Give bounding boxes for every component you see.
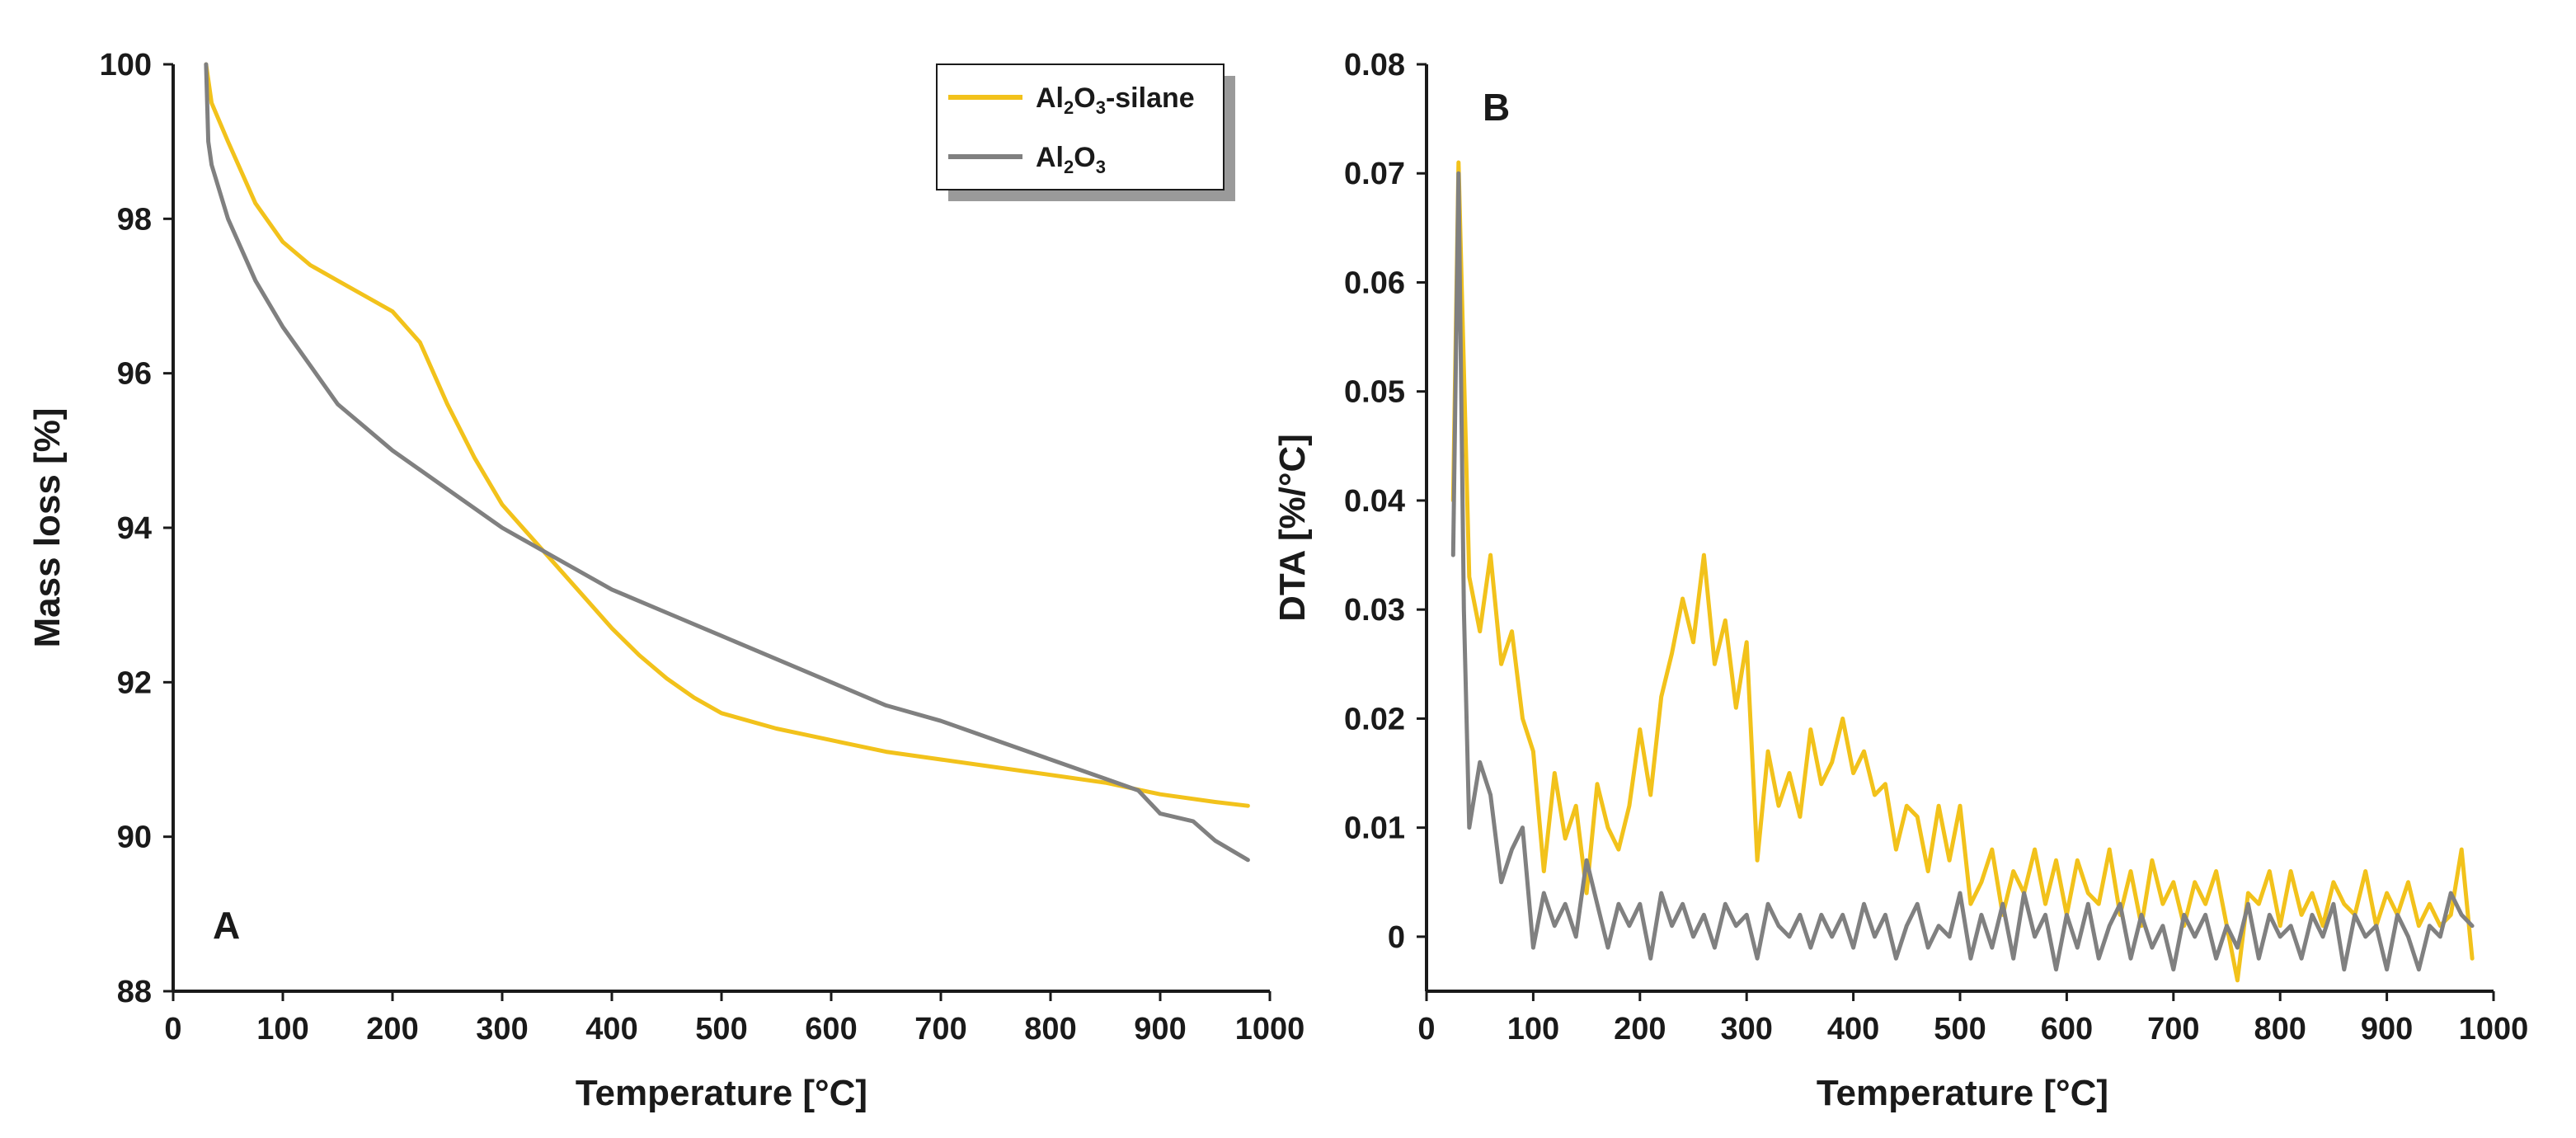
panel-a-y-tick-label: 100 [100,48,152,82]
panel-b-label: B [1483,86,1510,129]
panel-a-y-ticks: 88 90 92 94 96 98 100 [100,48,173,1009]
panel-b-x-tick-label: 400 [1827,1012,1879,1046]
panel-a-y-tick-label: 96 [117,357,152,392]
panel-a-series [204,62,1250,863]
legend-box [936,63,1225,190]
panel-b-y-tick-label: 0.05 [1344,375,1405,410]
panel-a-x-tick-label: 200 [366,1012,418,1046]
panel-b-y-tick-label: 0.04 [1344,484,1405,519]
panel-a-x-tick-label: 1000 [1235,1012,1305,1046]
panel-a-x-tick-label: 100 [256,1012,308,1046]
legend-entry-alumina: Al2O3 [1036,142,1106,177]
panel-b-x-tick-label: 500 [1934,1012,1986,1046]
panel-a-y-axis-label: Mass loss [%] [27,408,68,648]
panel-b-x-tick-label: 0 [1417,1012,1435,1046]
panel-b-x-tick-label: 600 [2041,1012,2093,1046]
panel-a-x-axis-label: Temperature [°C] [576,1073,867,1113]
legend: Al2O3-silane Al2O3 [936,63,1235,201]
panel-b-x-ticks: 0 100 200 300 400 500 600 700 800 900 1000 [1417,991,2528,1046]
panel-a-x-tick-label: 0 [164,1012,181,1046]
panel-b-series-line-al2o3-silane [1450,160,2475,983]
panel-b-y-tick-label: 0.08 [1344,48,1405,82]
panel-a-chart: 0 100 200 300 400 500 600 700 800 900 1000 88 90 92 9… [27,48,1304,1113]
panel-b-y-tick-label: 0.01 [1344,811,1405,846]
panel-a-x-tick-label: 600 [805,1012,857,1046]
panel-b-x-axis-label: Temperature [°C] [1817,1073,2108,1113]
panel-b-x-tick-label: 100 [1507,1012,1559,1046]
panel-b-x-tick-label: 300 [1720,1012,1772,1046]
panel-b-series-line-al2o3 [1450,171,2475,972]
panel-a-x-ticks: 0 100 200 300 400 500 600 700 800 900 1000 [164,991,1304,1046]
panel-b-x-tick-label: 800 [2254,1012,2306,1046]
panel-a-label: A [213,904,240,947]
panel-a-series-line-al2o3 [204,62,1250,863]
legend-entry-silane: Al2O3-silane [1036,82,1195,118]
panel-a-x-tick-label: 800 [1024,1012,1076,1046]
panel-b-y-tick-label: 0.06 [1344,266,1405,300]
panel-b-series [1450,160,2475,983]
panel-a-x-tick-label: 500 [695,1012,747,1046]
panel-a-y-tick-label: 94 [117,511,152,546]
panel-b-x-tick-label: 1000 [2459,1012,2529,1046]
panel-b-x-tick-label: 900 [2361,1012,2413,1046]
panel-a-x-tick-label: 300 [476,1012,528,1046]
panel-a-series-line-al2o3-silane [204,62,1250,808]
panel-b-y-tick-label: 0.03 [1344,593,1405,628]
panel-a-y-tick-label: 98 [117,202,152,237]
panel-b-y-tick-label: 0 [1388,920,1405,955]
panel-b-y-ticks: 0 0.01 0.02 0.03 0.04 0.05 0.06 0.07 0.08 [1344,48,1427,955]
panel-a-x-tick-label: 700 [914,1012,966,1046]
panel-b-y-tick-label: 0.02 [1344,702,1405,736]
panel-b-y-axis-label: DTA [%/°C] [1272,434,1313,622]
panel-b-chart: 0 100 200 300 400 500 600 700 800 900 1000 0 0.01 0.… [1272,48,2528,1113]
panel-a-y-tick-label: 92 [117,665,152,700]
panel-a-x-tick-label: 900 [1134,1012,1186,1046]
panel-a-y-tick-label: 90 [117,821,152,855]
panel-b-x-tick-label: 200 [1614,1012,1666,1046]
panel-b-x-tick-label: 700 [2147,1012,2199,1046]
panel-a-x-tick-label: 400 [585,1012,637,1046]
panel-b-y-tick-label: 0.07 [1344,157,1405,191]
panel-a-y-tick-label: 88 [117,975,152,1009]
